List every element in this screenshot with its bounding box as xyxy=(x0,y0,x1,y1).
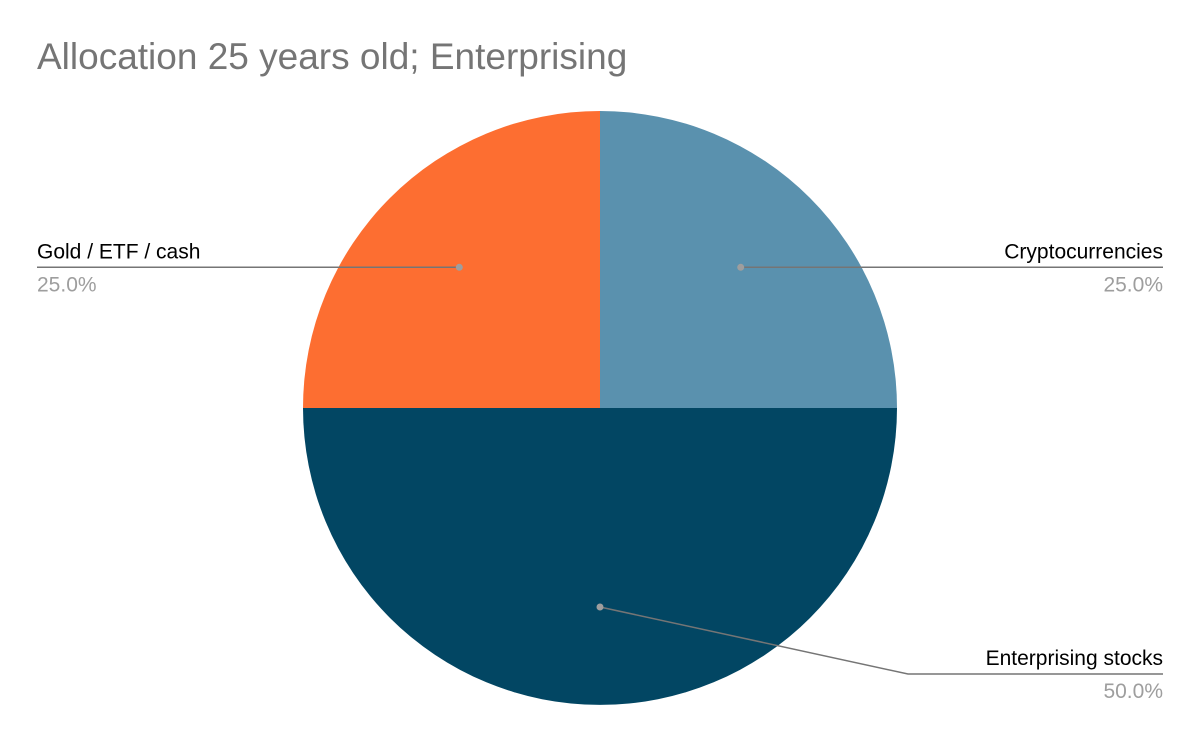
data-label-gold-etf-cash: Gold / ETF / cash 25.0% xyxy=(37,240,463,296)
chart-title: Allocation 25 years old; Enterprising xyxy=(37,36,628,77)
leader-dot xyxy=(596,603,604,611)
data-label-cryptocurrencies: Cryptocurrencies 25.0% xyxy=(737,240,1163,296)
slice-label: Enterprising stocks xyxy=(986,647,1163,670)
leader-dot xyxy=(455,263,463,271)
pie-slice-enterprising-stocks xyxy=(303,408,897,705)
slice-percent-label: 50.0% xyxy=(1103,680,1163,703)
slice-percent-label: 25.0% xyxy=(1103,273,1163,296)
slice-label: Gold / ETF / cash xyxy=(37,240,200,263)
pie-slice-cryptocurrencies xyxy=(600,111,897,408)
slice-percent-label: 25.0% xyxy=(37,273,97,296)
pie-labels: Cryptocurrencies 25.0% Enterprising stocks… xyxy=(37,240,1163,703)
leader-dot xyxy=(737,263,745,271)
pie-slice-gold-etf-cash xyxy=(303,111,600,408)
slice-label: Cryptocurrencies xyxy=(1004,240,1163,263)
data-label-enterprising-stocks: Enterprising stocks 50.0% xyxy=(596,603,1163,703)
pie-slices xyxy=(303,111,897,705)
leader-line xyxy=(599,606,1163,675)
